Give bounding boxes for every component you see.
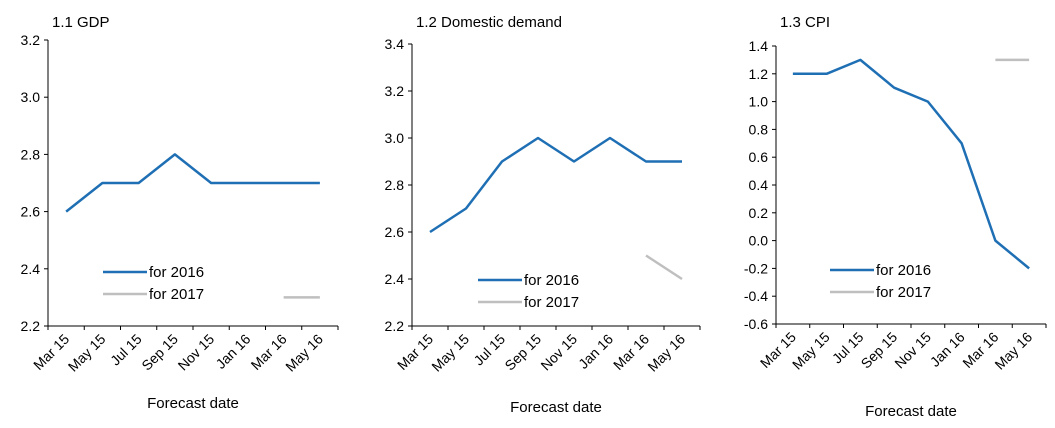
y-tick-label: 2.6 <box>385 224 405 240</box>
y-tick-label: 2.4 <box>385 271 405 287</box>
x-tick-label: May 16 <box>644 331 688 375</box>
x-axis-title: Forecast date <box>510 399 602 416</box>
x-tick-label: May 15 <box>65 331 109 375</box>
y-tick-label: -0.4 <box>744 288 768 304</box>
series-line-1 <box>65 153 320 213</box>
chart-title: 1.3 CPI <box>780 14 830 31</box>
x-tick-label: Jan 16 <box>575 331 616 372</box>
y-tick-label: 2.8 <box>21 146 41 162</box>
y-tick-label: 2.2 <box>385 318 405 334</box>
y-tick-label: 0.2 <box>749 205 769 221</box>
chart-panel-3: 1.3 CPI -0.6 -0.4 -0.2 0.0 0.2 0.4 0.6 0.8 1.0 1.2… <box>744 14 1047 420</box>
x-tick-label: Sep 15 <box>858 329 901 372</box>
x-tick-label: May 15 <box>428 331 472 375</box>
y-tick-label: 3.2 <box>385 83 405 99</box>
x-tick-label: May 15 <box>789 329 833 373</box>
legend-label: for 2016 <box>876 262 931 279</box>
x-axis-title: Forecast date <box>865 403 957 420</box>
x-tick-label: Mar 15 <box>30 331 72 373</box>
chart-title: 1.2 Domestic demand <box>416 14 562 31</box>
y-tick-label: 2.2 <box>21 318 41 334</box>
legend-label: for 2016 <box>149 264 204 281</box>
y-tick-label: 1.2 <box>749 66 769 82</box>
y-tick-label: -0.2 <box>744 260 768 276</box>
y-tick-label: 2.4 <box>21 261 41 277</box>
y-tick-label: 0.4 <box>749 177 769 193</box>
series-line-1 <box>429 136 682 234</box>
legend-label: for 2016 <box>524 272 579 289</box>
series-line-2 <box>645 254 683 281</box>
x-tick-label: Nov 15 <box>175 331 218 374</box>
y-tick-label: 1.0 <box>749 94 769 110</box>
x-tick-label: Nov 15 <box>537 331 580 374</box>
x-tick-label: Mar 15 <box>394 331 436 373</box>
y-tick-label: 3.2 <box>21 32 41 48</box>
chart-title: 1.1 GDP <box>52 14 110 31</box>
chart-panel-2: 1.2 Domestic demand 2.2 2.4 2.6 2.8 3.0 3.2 3.4… <box>385 14 701 416</box>
x-tick-label: May 16 <box>991 329 1035 373</box>
y-tick-label: -0.6 <box>744 316 768 332</box>
legend-label: for 2017 <box>876 284 931 301</box>
y-tick-label: 0.6 <box>749 149 769 165</box>
y-tick-label: 2.6 <box>21 204 41 220</box>
x-tick-label: Mar 16 <box>610 331 652 373</box>
y-tick-label: 3.0 <box>385 130 405 146</box>
x-tick-label: Sep 15 <box>501 331 544 374</box>
y-tick-label: 3.4 <box>385 36 405 52</box>
y-tick-label: 3.0 <box>21 89 41 105</box>
x-tick-label: May 16 <box>282 331 326 375</box>
y-tick-label: 1.4 <box>749 38 769 54</box>
x-tick-label: Nov 15 <box>891 329 934 372</box>
y-tick-label: 2.8 <box>385 177 405 193</box>
legend-label: for 2017 <box>149 286 204 303</box>
x-axis-title: Forecast date <box>147 395 239 412</box>
legend-label: for 2017 <box>524 294 579 311</box>
y-tick-label: 0.8 <box>749 121 769 137</box>
x-tick-label: Mar 16 <box>248 331 290 373</box>
x-tick-label: Jan 16 <box>927 329 968 370</box>
x-tick-label: Sep 15 <box>138 331 181 374</box>
y-tick-label: 0.0 <box>749 233 769 249</box>
x-tick-label: Jan 16 <box>212 331 253 372</box>
series-line-1 <box>792 58 1030 270</box>
